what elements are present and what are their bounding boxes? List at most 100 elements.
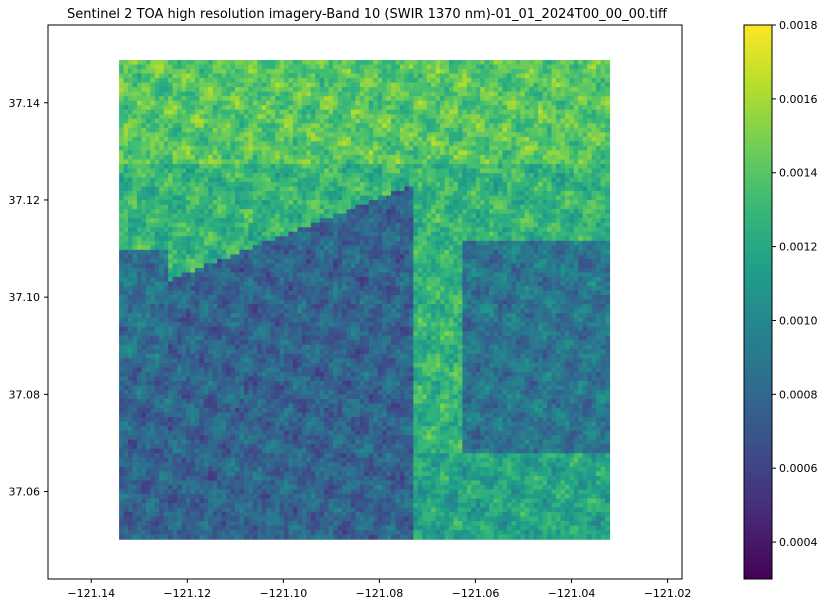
raster-cell [578,59,584,66]
raster-cell [457,236,463,242]
raster-cell [466,100,472,106]
raster-cell [404,258,410,265]
raster-cell [484,200,490,206]
raster-cell [292,177,299,183]
raster-cell [466,200,472,206]
raster-cell [275,173,281,179]
raster-cell [489,254,495,260]
raster-cell [217,249,223,255]
raster-cell [448,191,455,197]
raster-cell [333,227,339,233]
raster-cell [377,191,383,197]
raster-cell [591,204,597,210]
raster-cell [261,69,267,75]
raster-cell [346,209,352,215]
raster-cell [502,69,508,75]
raster-cell [136,78,142,84]
raster-cell [310,186,316,192]
raster-cell [359,105,365,111]
raster-cell [444,105,450,111]
raster-cell [199,245,205,251]
raster-cell [408,186,414,192]
raster-cell [212,231,218,237]
raster-cell [212,263,218,269]
raster-cell [248,69,254,75]
raster-cell [359,227,365,233]
raster-cell [324,240,330,246]
raster-cell [502,240,508,246]
raster-cell [386,91,392,97]
raster-cell [292,218,299,224]
raster-cell [466,87,472,93]
raster-cell [587,91,593,97]
raster-cell [119,182,125,188]
raster-cell [368,100,374,106]
raster-cell [301,254,307,260]
raster-cell [382,114,388,120]
raster-cell [359,136,365,142]
raster-cell [243,258,249,265]
raster-cell [551,82,557,88]
raster-cell [154,173,160,179]
raster-cell [239,141,245,147]
raster-cell [203,173,209,179]
raster-cell [515,96,521,102]
raster-cell [177,231,183,237]
raster-cell [547,222,553,228]
raster-cell [555,227,562,233]
raster-cell [511,132,517,138]
raster-cell [422,227,428,233]
raster-cell [141,186,147,192]
raster-cell [346,100,352,106]
raster-cell [163,218,169,224]
raster-cell [145,182,151,188]
raster-cell [435,258,441,265]
raster-cell [257,96,263,102]
raster-cell [306,236,312,242]
raster-cell [564,64,570,70]
raster-cell [524,159,530,165]
raster-cell [226,213,232,219]
raster-cell [341,204,348,210]
raster-cell [564,96,570,102]
raster-cell [564,222,570,228]
raster-cell [555,218,562,224]
raster-cell [413,64,419,70]
raster-cell [422,218,428,224]
raster-cell [466,141,472,147]
raster-cell [511,222,517,228]
raster-cell [417,182,423,188]
raster-cell [141,254,147,260]
raster-cell [145,96,151,102]
raster-cell [524,105,530,111]
raster-cell [515,227,521,233]
raster-cell [404,91,410,97]
raster-cell [132,59,138,66]
raster-cell [319,78,325,84]
raster-cell [123,236,129,242]
raster-cell [185,195,192,201]
raster-cell [551,132,557,138]
raster-cell [493,249,499,255]
raster-cell [145,114,151,120]
raster-cell [453,114,459,120]
raster-cell [217,118,223,124]
raster-cell [435,213,441,219]
raster-cell [480,73,486,79]
raster-cell [515,173,521,179]
raster-cell [181,150,187,156]
raster-cell [591,231,597,237]
raster-cell [524,173,530,179]
raster-cell [163,168,169,174]
raster-cell [493,100,499,106]
raster-cell [159,141,165,147]
raster-cell [515,150,521,156]
raster-cell [194,127,200,133]
raster-cell [506,227,512,233]
raster-cell [319,245,325,251]
raster-cell [569,64,575,70]
raster-cell [257,186,263,192]
raster-cell [159,182,165,188]
raster-cell [408,69,414,75]
raster-cell [364,114,370,120]
